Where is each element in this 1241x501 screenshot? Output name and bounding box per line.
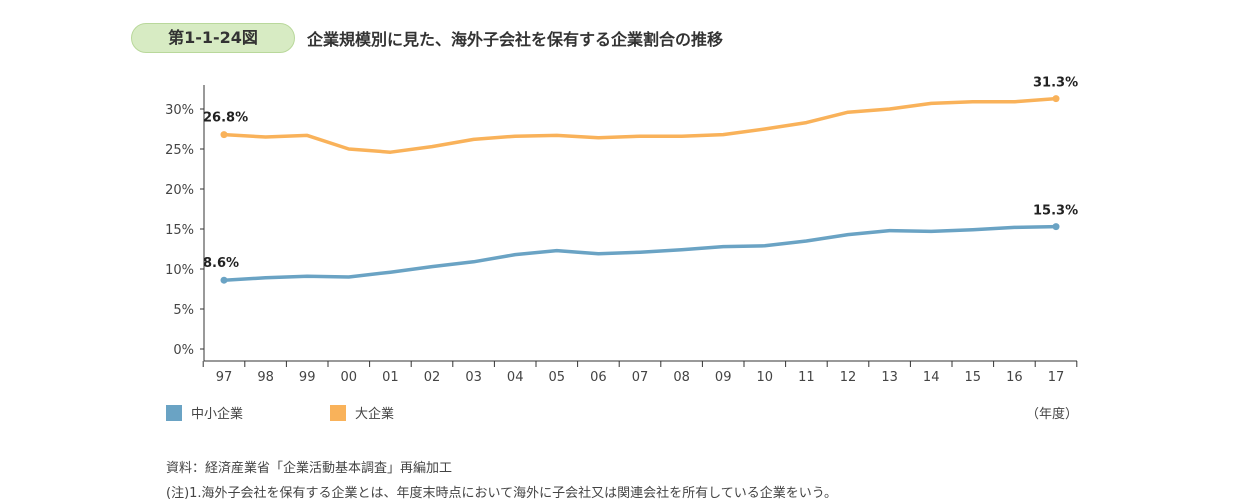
source-note: 資料：経済産業省「企業活動基本調査」再編加工 [166,461,453,476]
legend-label-large: 大企業 [355,407,395,422]
legend-item-sme: 中小企業 [166,403,243,422]
x-tick-label: 98 [257,370,274,385]
series-line-0 [222,224,1058,282]
series-end-point-0 [1052,223,1060,231]
legend-swatch-sme [166,404,182,421]
line-chart: 0% 5% 10% 15% 20% 25% 30% 97 98 99 00 01 02 03 04 05 06 0… [165,76,1078,385]
data-label-end-1: 31.3% [1033,76,1078,91]
series-line-1 [222,96,1058,154]
series-start-point-1 [220,131,228,139]
x-tick-label: 05 [549,370,566,385]
x-tick-label: 09 [715,370,732,385]
x-tick-label: 07 [632,370,649,385]
x-tick-label: 97 [216,370,233,385]
x-tick-label: 10 [757,370,774,385]
x-tick-label: 04 [507,370,524,385]
series-end-point-1 [1052,95,1060,103]
y-tick-label: 20% [165,183,194,198]
x-tick-label: 06 [590,370,607,385]
legend-item-large: 大企業 [330,403,394,422]
x-tick-label: 17 [1048,370,1065,385]
y-tick-label: 15% [165,223,194,238]
data-label-end-0: 15.3% [1033,204,1078,219]
y-tick-label: 0% [173,343,194,358]
data-label-start-0: 8.6% [203,256,239,271]
legend-label-sme: 中小企業 [191,407,244,422]
x-tick-label: 03 [465,370,482,385]
figure-title: 企業規模別に見た、海外子会社を保有する企業割合の推移 [307,30,724,49]
x-tick-label: 08 [673,370,690,385]
x-tick-label: 02 [424,370,441,385]
y-tick-label: 25% [165,143,194,158]
series-start-point-0 [220,276,228,284]
y-tick-label: 10% [165,263,194,278]
x-tick-label: 01 [382,370,399,385]
y-tick-label: 5% [173,303,194,318]
y-tick-label: 30% [165,103,194,118]
x-tick-label: 16 [1006,370,1023,385]
x-tick-label: 15 [965,370,982,385]
x-tick-label: 13 [881,370,898,385]
x-tick-label: 00 [341,370,358,385]
data-label-start-1: 26.8% [203,111,248,126]
x-tick-label: 14 [923,370,940,385]
legend-swatch-large [330,404,346,421]
x-tick-label: 11 [798,370,815,385]
footnote: (注)1.海外子会社を保有する企業とは、年度末時点において海外に子会社又は関連会… [166,486,837,501]
x-tick-label: 99 [299,370,316,385]
x-axis-unit: （年度） [1026,407,1079,422]
x-tick-label: 12 [840,370,857,385]
figure-number-badge: 第1-1-24図 [131,23,295,53]
